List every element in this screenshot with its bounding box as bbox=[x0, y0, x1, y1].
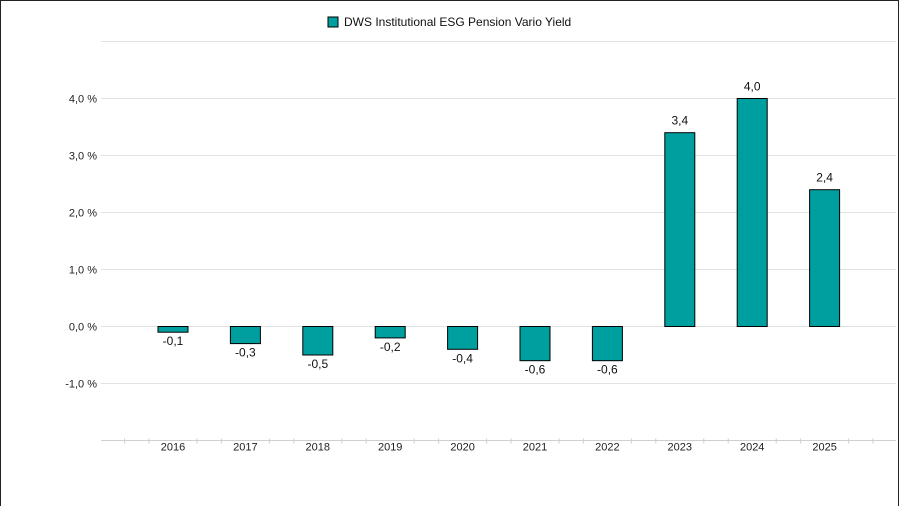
bar-value-label: -0,6 bbox=[525, 363, 546, 377]
x-tick-label: 2016 bbox=[161, 442, 185, 454]
x-tick-label: 2025 bbox=[812, 442, 836, 454]
y-tick-label: 0,0 % bbox=[69, 322, 97, 334]
bar-value-label: -0,2 bbox=[380, 340, 401, 354]
bar[interactable] bbox=[664, 132, 696, 327]
bar-value-label: 3,4 bbox=[671, 114, 688, 128]
bar-value-label: -0,6 bbox=[597, 363, 618, 377]
x-tick-label: 2019 bbox=[378, 442, 402, 454]
x-tick-label: 2017 bbox=[233, 442, 257, 454]
bar-value-label: 4,0 bbox=[744, 80, 761, 94]
y-tick-label: 2,0 % bbox=[69, 208, 97, 220]
x-axis: 2016 2017 2018 2019 2020 2021 2022 2023 2024 2025 bbox=[101, 438, 896, 454]
y-tick-label: 1,0 % bbox=[69, 265, 97, 277]
bar[interactable] bbox=[229, 326, 261, 345]
x-tick-label: 2021 bbox=[523, 442, 547, 454]
x-tick-label: 2024 bbox=[740, 442, 764, 454]
bar-value-label: 2,4 bbox=[816, 171, 833, 185]
x-tick-label: 2020 bbox=[450, 442, 474, 454]
x-tick-label: 2022 bbox=[595, 442, 619, 454]
grid-lines bbox=[101, 41, 896, 384]
y-tick-label: 3,0 % bbox=[69, 151, 97, 163]
bars bbox=[157, 98, 841, 362]
legend[interactable]: DWS Institutional ESG Pension Vario Yiel… bbox=[327, 15, 571, 29]
bar-value-label: -0,1 bbox=[163, 334, 184, 348]
bar[interactable] bbox=[519, 326, 551, 362]
bar[interactable] bbox=[157, 326, 189, 333]
y-tick-label: -1,0 % bbox=[65, 379, 97, 391]
x-tick-label: 2023 bbox=[668, 442, 692, 454]
x-tick-label: 2018 bbox=[306, 442, 330, 454]
bar[interactable] bbox=[809, 189, 841, 327]
bar-value-labels: -0,1 -0,3 -0,5 -0,2 -0,4 -0,6 -0,6 3,4 4,0 2,4 bbox=[163, 80, 834, 377]
bar[interactable] bbox=[736, 98, 768, 327]
legend-label: DWS Institutional ESG Pension Vario Yiel… bbox=[344, 15, 571, 29]
y-axis-tick-labels: -1,0 % 0,0 % 1,0 % 2,0 % 3,0 % 4,0 % bbox=[65, 94, 97, 391]
bar[interactable] bbox=[302, 326, 334, 356]
bar[interactable] bbox=[591, 326, 623, 362]
bar-value-label: -0,3 bbox=[235, 346, 256, 360]
legend-swatch bbox=[327, 16, 339, 28]
bar[interactable] bbox=[447, 326, 479, 350]
y-tick-label: 4,0 % bbox=[69, 94, 97, 106]
bar[interactable] bbox=[374, 326, 406, 339]
bar-value-label: -0,5 bbox=[307, 357, 328, 371]
bar-value-label: -0,4 bbox=[452, 351, 473, 365]
